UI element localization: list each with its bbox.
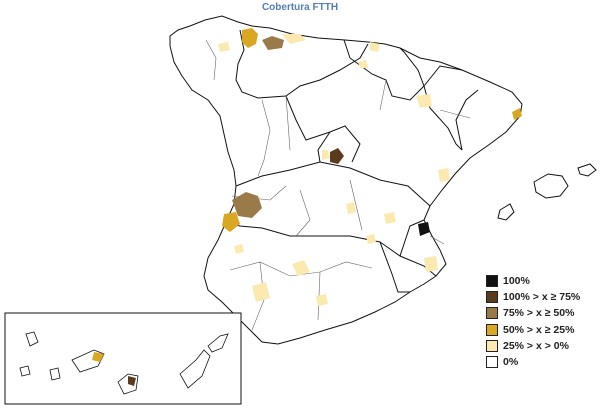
coverage-patches [218,28,522,306]
coverage-patch [330,148,344,164]
coverage-patch [282,34,306,44]
legend-swatch [486,307,498,320]
coverage-patch [234,244,244,254]
map-title: Cobertura FTTH [261,2,339,13]
coverage-patch [92,352,104,362]
coverage-patch [438,168,450,182]
coverage-patch [358,60,368,68]
legend-swatch [486,274,498,287]
coverage-patch [242,28,258,48]
coverage-patch [128,376,136,386]
coverage-patch [252,282,270,302]
coverage-patch [322,150,330,160]
legend-item-0: 0% [486,355,580,370]
coverage-patch [316,294,328,306]
coverage-patch [218,42,230,52]
coverage-patch [370,42,380,52]
coverage-patch [512,108,522,120]
coverage-patch [416,94,432,108]
legend-label: 100% [503,274,530,287]
coverage-patch [222,212,240,232]
menorca-island [577,163,597,177]
coverage-patch [292,260,310,276]
legend-label: 0% [503,356,519,369]
legend-swatch [486,290,498,303]
legend-item-100: 100% [486,273,580,288]
legend-swatch [486,323,498,336]
legend-item-50-75: 75% > x ≥ 50% [486,306,580,321]
coverage-patch [384,212,396,224]
legend-swatch [486,356,498,369]
mallorca-island [533,173,569,199]
legend-label: 50% > x ≥ 25% [503,323,575,336]
coverage-patch [346,202,356,214]
legend-label: 75% > x ≥ 50% [503,307,575,320]
coverage-patch [232,192,262,218]
province-borders [205,39,471,331]
legend-item-25-50: 50% > x ≥ 25% [486,322,580,337]
legend-item-75-100: 100% > x ≥ 75% [486,289,580,304]
mainland-outline [169,15,523,345]
coverage-patch [262,36,284,50]
coverage-patch [366,234,376,244]
legend: 100% 100% > x ≥ 75% 75% > x ≥ 50% 50% > … [486,273,580,371]
legend-label: 100% > x ≥ 75% [503,290,581,303]
legend-swatch [486,340,498,353]
coverage-patch [424,256,438,272]
coverage-patch [418,222,430,236]
ibiza-island [497,203,515,221]
legend-label: 25% > x > 0% [503,340,569,353]
legend-item-0-25: 25% > x > 0% [486,339,580,354]
